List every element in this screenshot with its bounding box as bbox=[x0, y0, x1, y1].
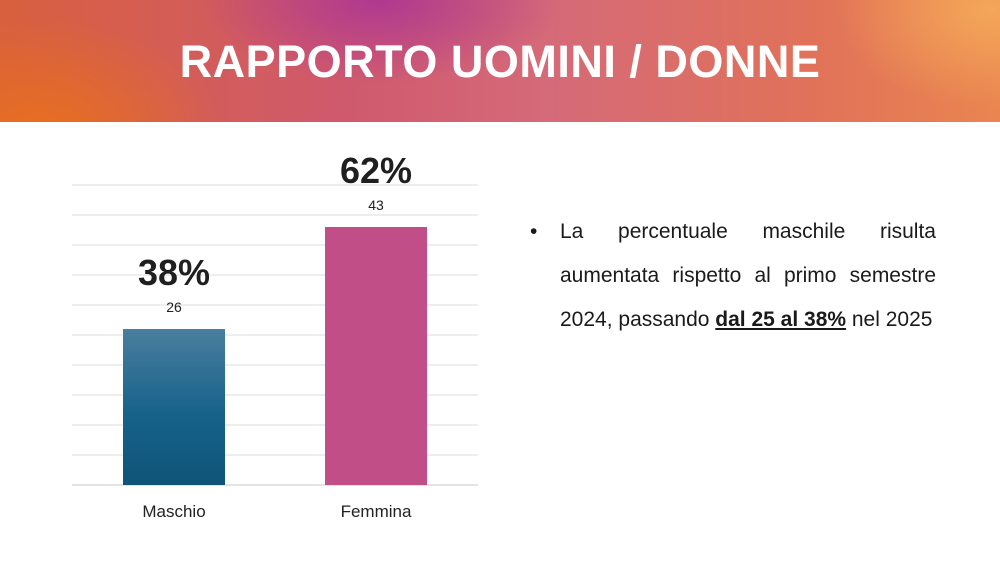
notes-box: • La percentuale maschile risulta aument… bbox=[530, 210, 936, 342]
percent-label: 38% bbox=[138, 252, 210, 293]
category-label: Femmina bbox=[341, 502, 412, 521]
title-banner: RAPPORTO UOMINI / DONNE bbox=[0, 0, 1000, 122]
bullet-item: • La percentuale maschile risulta aument… bbox=[530, 210, 936, 342]
category-label: Maschio bbox=[142, 502, 205, 521]
bullet-dot: • bbox=[530, 220, 538, 243]
percent-label: 62% bbox=[340, 150, 412, 191]
labels: 26 38% Maschio 43 62% Femmina bbox=[138, 150, 412, 521]
bar-chart: 26 38% Maschio 43 62% Femmina bbox=[72, 150, 478, 521]
bullet-text-end: nel 2025 bbox=[846, 308, 933, 331]
bullet-highlight: dal 25 al 38% bbox=[715, 308, 847, 331]
bullet-text: La percentuale maschile risulta aumentat… bbox=[560, 220, 936, 331]
slide-title: RAPPORTO UOMINI / DONNE bbox=[179, 36, 821, 87]
bar-maschio bbox=[123, 329, 225, 485]
bar-femmina bbox=[325, 227, 427, 485]
data-label: 26 bbox=[166, 299, 182, 315]
bars bbox=[123, 227, 427, 485]
data-label: 43 bbox=[368, 197, 384, 213]
